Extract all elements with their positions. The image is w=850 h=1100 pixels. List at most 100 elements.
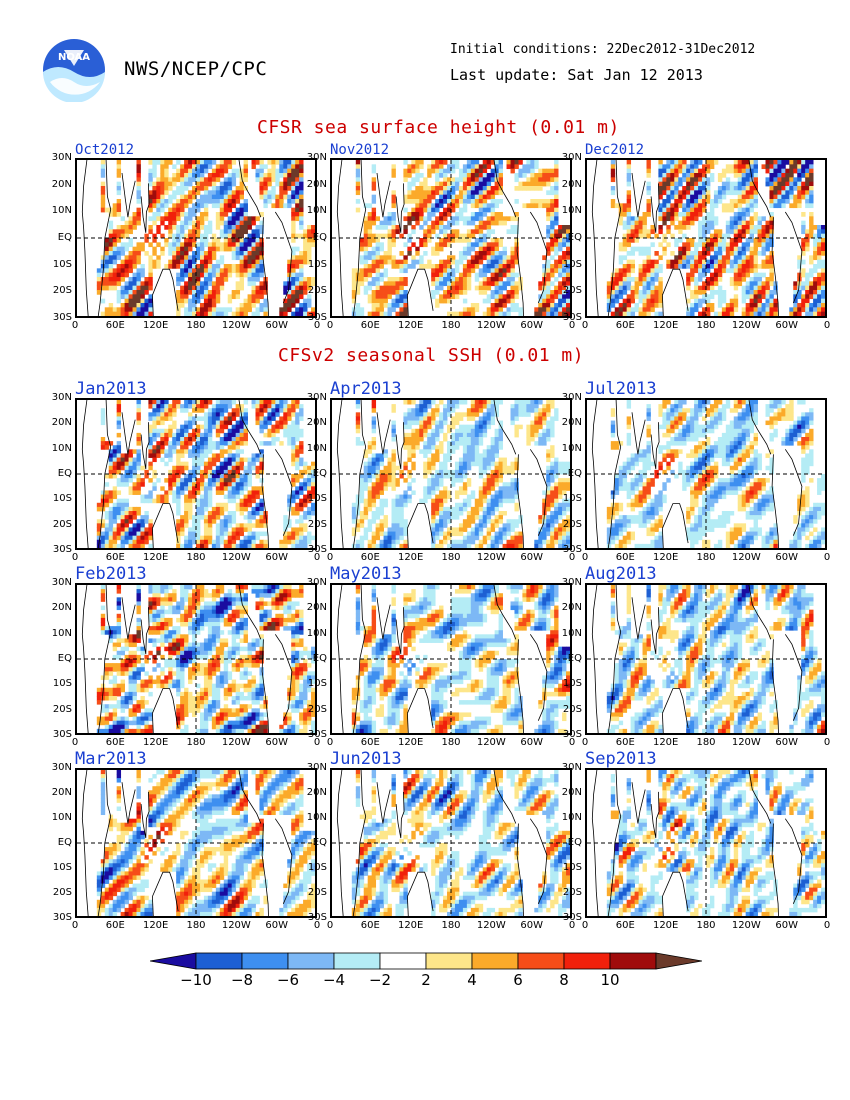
y-tick-label: EQ [567, 653, 582, 664]
colorbar-swatch [195, 952, 243, 970]
y-tick-label: 10N [51, 205, 72, 217]
panel-title-mar2013: Mar2013 [75, 749, 147, 769]
y-tick-label: 10N [51, 442, 72, 454]
x-tick-label: 180 [696, 552, 716, 563]
x-tick-label: 60W [520, 320, 543, 331]
colorbar-label: 2 [421, 971, 431, 989]
x-tick-label: 60W [520, 552, 543, 563]
coastline [591, 585, 803, 733]
y-tick-label: 20N [561, 602, 582, 614]
y-tick-label: 30N [51, 762, 72, 773]
x-tick-label: 120W [731, 552, 761, 563]
forecast-section-title: CFSv2 seasonal SSH (0.01 m) [278, 345, 585, 366]
colorbar-swatch [517, 952, 565, 970]
x-tick-label: 120W [731, 320, 761, 331]
y-tick-label: 10S [307, 258, 327, 270]
y-tick-label: 30N [51, 152, 72, 163]
x-tick-label: 0 [568, 552, 576, 563]
y-tick-label: 30S [562, 912, 582, 923]
x-tick-label: 120E [397, 920, 424, 931]
x-tick-label: 180 [441, 920, 461, 931]
map-panel-mar2013 [75, 768, 317, 918]
y-tick-label: 20N [306, 178, 327, 190]
coastline [336, 770, 548, 916]
x-tick-label: 0 [823, 320, 831, 331]
y-tick-label: 20N [51, 417, 72, 429]
y-tick-label: EQ [312, 837, 327, 848]
y-tick-label: 30N [561, 762, 582, 773]
colorbar-swatch [655, 952, 703, 970]
map-panel-jun2013 [330, 768, 572, 918]
y-tick-label: 20S [52, 285, 72, 297]
colorbar-label: −4 [322, 971, 346, 989]
y-tick-label: 20N [51, 787, 72, 798]
x-tick-label: 0 [313, 737, 321, 748]
y-tick-label: 10S [562, 678, 582, 690]
x-tick-label: 180 [696, 320, 716, 331]
y-tick-label: 10S [52, 862, 72, 873]
colorbar-label: −8 [230, 971, 254, 989]
colorbar-label: −10 [180, 971, 212, 989]
colorbar-swatch [609, 952, 657, 970]
y-tick-label: 10N [51, 627, 72, 639]
coastline [591, 770, 803, 916]
panel-title-feb2013: Feb2013 [75, 564, 147, 584]
x-tick-label: 60W [775, 920, 798, 931]
y-tick-label: 10S [307, 862, 327, 873]
svg-text:NOAA: NOAA [58, 52, 90, 63]
x-tick-label: 120E [652, 920, 679, 931]
y-tick-label: 20S [52, 703, 72, 715]
ssh-field-jul2013 [587, 400, 825, 548]
y-tick-label: 20S [307, 703, 327, 715]
x-tick-label: 120W [476, 552, 506, 563]
x-tick-label: 120W [221, 320, 251, 331]
x-tick-label: 60W [265, 552, 288, 563]
ssh-field-sep2013 [587, 770, 825, 916]
ssh-field-jun2013 [332, 770, 570, 916]
ssh-field-dec2012 [587, 160, 825, 316]
x-tick-label: 0 [313, 320, 321, 331]
y-tick-label: 30N [51, 577, 72, 588]
y-tick-label: 20N [561, 417, 582, 429]
x-tick-label: 60E [360, 552, 380, 563]
y-tick-label: 10S [52, 493, 72, 505]
y-tick-label: 20S [307, 285, 327, 297]
colorbar: −10 −8 −6 −4 −2 2 4 6 8 10 [149, 951, 703, 991]
x-tick-label: 0 [71, 552, 79, 563]
observed-section-title: CFSR sea surface height (0.01 m) [257, 117, 620, 138]
x-tick-label: 180 [441, 737, 461, 748]
x-tick-label: 120E [142, 737, 169, 748]
x-tick-label: 0 [823, 737, 831, 748]
colorbar-swatch [241, 952, 289, 970]
y-tick-label: EQ [312, 232, 327, 243]
x-tick-label: 60W [265, 320, 288, 331]
ssh-field-jan2013 [77, 400, 315, 548]
y-tick-label: 30N [306, 392, 327, 403]
x-tick-label: 60E [615, 737, 635, 748]
map-panel-sep2013 [585, 768, 827, 918]
y-tick-label: 10N [51, 812, 72, 823]
y-tick-label: 20S [307, 518, 327, 530]
x-tick-label: 0 [568, 737, 576, 748]
x-tick-label: 120W [731, 737, 761, 748]
coastline [336, 400, 548, 548]
x-tick-label: 0 [313, 920, 321, 931]
y-tick-label: 20S [562, 887, 582, 898]
panel-title-dec2012: Dec2012 [585, 142, 645, 158]
y-tick-label: 30S [562, 312, 582, 323]
colorbar-swatch [287, 952, 335, 970]
colorbar-label: 8 [559, 971, 569, 989]
x-tick-label: 0 [823, 920, 831, 931]
colorbar-swatch [379, 952, 427, 970]
colorbar-label: −2 [368, 971, 392, 989]
x-tick-label: 0 [71, 320, 79, 331]
x-tick-label: 0 [71, 920, 79, 931]
y-tick-label: 30N [51, 392, 72, 403]
x-tick-label: 60W [265, 920, 288, 931]
colorbar-swatch [149, 952, 197, 970]
y-tick-label: 30N [561, 392, 582, 403]
y-tick-label: 10N [561, 442, 582, 454]
x-tick-label: 60E [105, 737, 125, 748]
x-tick-label: 120E [142, 552, 169, 563]
y-tick-label: 10S [307, 493, 327, 505]
